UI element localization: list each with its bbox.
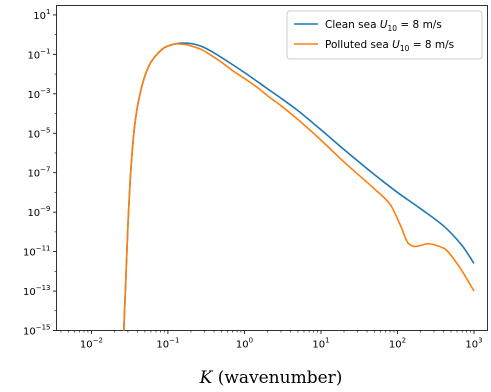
legend: Clean sea U10 = 8 m/s Polluted sea U10 = … [286, 10, 483, 60]
y-tick-label: 10−15 [23, 324, 51, 338]
x-tick-label: 103 [465, 337, 482, 351]
axes-layer: 10−2 10−1 100 101 102 103 101 10−1 10−3 10−5 10−7 1… [23, 8, 483, 351]
x-tick-label: 101 [312, 337, 329, 351]
y-tick-label: 10−11 [23, 245, 51, 259]
y-tick-label: 10−5 [27, 126, 50, 140]
legend-box [286, 10, 483, 60]
x-axis-label: K (wavenumber) [199, 368, 343, 388]
y-tick-label: 10−3 [27, 87, 50, 101]
legend-label-1: Clean sea U10 = 8 m/s [325, 19, 442, 33]
series-layer [122, 42, 475, 331]
x-tick-label: 10−2 [80, 337, 103, 351]
y-tick-label: 101 [33, 8, 50, 22]
y-tick-label: 10−7 [27, 166, 50, 180]
x-axis-label-rest: (wavenumber) [212, 368, 342, 388]
x-axis-label-var: K [199, 368, 214, 388]
x-tick-label: 10−1 [156, 337, 179, 351]
legend-label-2: Polluted sea U10 = 8 m/s [325, 39, 454, 53]
y-tick-label: 10−9 [27, 205, 50, 219]
x-tick-label: 102 [389, 337, 406, 351]
y-tick-label: 10−13 [23, 284, 51, 298]
series-line-2 [122, 43, 475, 331]
plot-area [56, 5, 488, 331]
y-tick-label: 10−1 [27, 47, 50, 61]
x-tick-label: 100 [236, 337, 253, 351]
